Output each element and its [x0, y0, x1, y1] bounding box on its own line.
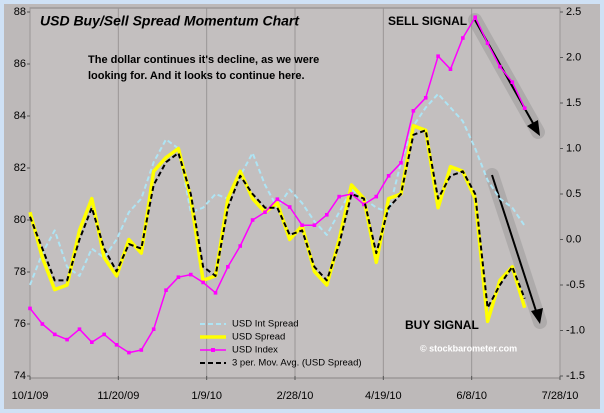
series-marker — [226, 265, 230, 269]
x-tick-label: 6/8/10 — [456, 390, 487, 402]
x-tick-label: 4/19/10 — [365, 390, 402, 402]
arrow-head — [531, 308, 543, 324]
series-marker — [300, 223, 304, 227]
x-tick-label: 10/1/09 — [12, 390, 49, 402]
x-tick-label: 11/20/09 — [97, 390, 139, 402]
series-marker — [65, 337, 69, 342]
legend-label: USD Index — [232, 345, 278, 356]
y-tick-label: 76 — [14, 318, 26, 330]
series-marker — [213, 291, 218, 295]
series-marker — [28, 306, 32, 311]
y2-tick-label: 1.5 — [566, 97, 581, 109]
y2-tick-label: 0.0 — [566, 233, 581, 245]
x-tick-label: 1/9/10 — [191, 390, 222, 402]
series-marker — [114, 343, 119, 347]
series-marker — [176, 275, 181, 279]
watermark: © stockbarometer.com — [420, 343, 517, 353]
series-marker — [485, 41, 490, 45]
series-line — [29, 129, 526, 309]
x-tick-label: 2/28/10 — [277, 390, 314, 402]
series-marker — [164, 288, 168, 292]
y2-tick-label: 2.5 — [566, 6, 581, 18]
chart-title: USD Buy/Sell Spread Momentum Chart — [40, 13, 300, 29]
grid — [29, 8, 561, 378]
series-marker — [448, 67, 453, 71]
y2-tick-label: 0.5 — [566, 188, 581, 200]
series-marker — [287, 205, 292, 209]
series-marker — [102, 332, 106, 337]
series-marker — [411, 109, 416, 113]
series-marker — [238, 244, 243, 248]
y-tick-label: 86 — [14, 58, 26, 70]
series-marker — [188, 272, 193, 277]
series-marker — [510, 80, 515, 84]
series-marker — [522, 106, 527, 110]
series-marker — [40, 322, 45, 326]
legend-marker — [211, 348, 215, 352]
x-tick-label: 7/28/10 — [542, 390, 579, 402]
series-marker — [127, 350, 131, 355]
y-tick-label: 80 — [14, 214, 26, 226]
series-marker — [374, 194, 379, 199]
series-marker — [325, 213, 329, 217]
series-marker — [423, 96, 428, 100]
series-marker — [90, 340, 94, 344]
series-line — [28, 124, 527, 324]
y-tick-label: 84 — [14, 110, 26, 122]
legend-label: 3 per. Mov. Avg. (USD Spread) — [232, 358, 362, 369]
series-marker — [77, 327, 82, 331]
series-marker — [151, 327, 156, 331]
series-marker — [436, 54, 440, 58]
series-marker — [386, 174, 391, 178]
y-tick-label: 82 — [14, 162, 26, 174]
series-marker — [263, 210, 267, 214]
series-group — [28, 15, 527, 355]
series-marker — [349, 192, 354, 196]
series-marker — [312, 223, 317, 227]
y2-tick-label: -1.5 — [566, 370, 585, 382]
buy-signal: BUY SIGNAL — [405, 318, 479, 332]
annotation: The dollar continues it's decline, as we… — [88, 54, 320, 82]
series-marker — [275, 197, 280, 201]
y2-tick-label: -0.5 — [566, 279, 585, 291]
series-marker — [362, 202, 366, 207]
series-marker — [250, 218, 255, 222]
y-tick-label: 78 — [14, 266, 26, 278]
series-marker — [139, 348, 144, 352]
series-marker — [201, 280, 205, 285]
series-marker — [461, 36, 465, 40]
series-marker — [473, 15, 477, 19]
series-marker — [498, 64, 502, 69]
y2-tick-label: 2.0 — [566, 51, 581, 63]
series-marker — [399, 161, 403, 165]
legend-label: USD Spread — [232, 332, 285, 343]
y-tick-label: 88 — [14, 6, 26, 18]
y2-tick-label: -1.0 — [566, 324, 585, 336]
y2-tick-label: 1.0 — [566, 142, 581, 154]
y-tick-label: 74 — [14, 370, 26, 382]
legend-label: USD Int Spread — [232, 319, 299, 330]
series-marker — [337, 194, 341, 199]
sell-signal: SELL SIGNAL — [388, 14, 467, 28]
arrow-head — [527, 120, 540, 136]
series-marker — [52, 332, 57, 337]
